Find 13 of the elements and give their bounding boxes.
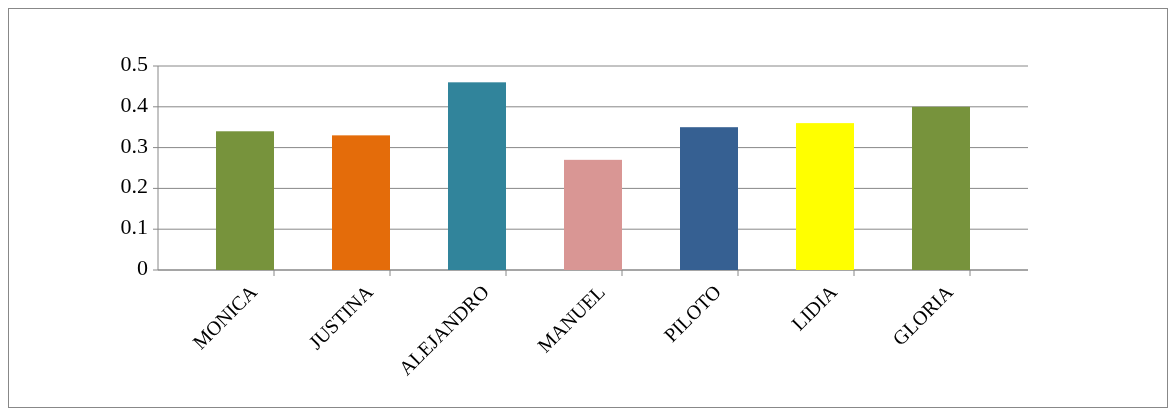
y-tick-label: 0.2: [120, 173, 148, 199]
bar: [564, 159, 622, 270]
y-tick-label: 0.5: [120, 51, 148, 77]
y-tick-label: 0.3: [120, 132, 148, 158]
bar: [680, 127, 738, 270]
y-tick-label: 0: [137, 255, 148, 281]
bar: [332, 135, 390, 270]
bar: [796, 123, 854, 270]
y-tick-label: 0.1: [120, 214, 148, 240]
bar: [448, 82, 506, 270]
bar: [216, 131, 274, 270]
y-tick-label: 0.4: [120, 91, 148, 117]
bar: [912, 106, 970, 270]
